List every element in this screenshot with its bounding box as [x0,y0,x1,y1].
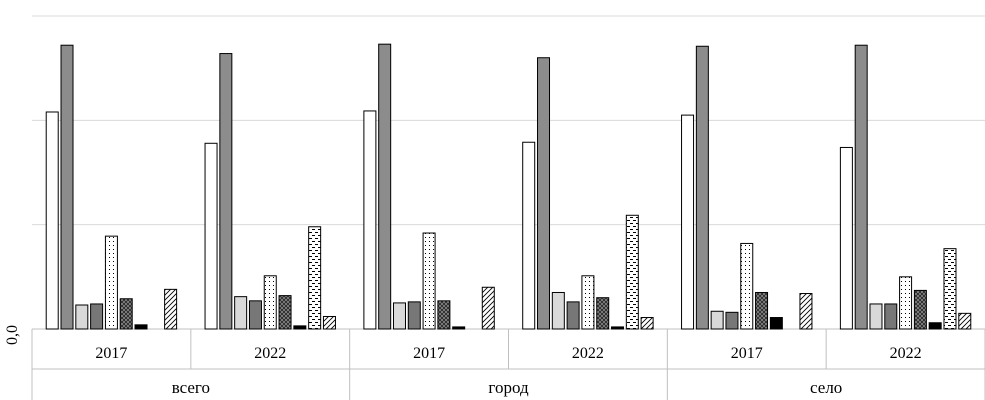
bar [293,325,307,330]
bar [799,293,813,330]
bar [363,110,377,330]
bar [104,235,118,330]
bar [943,248,957,330]
bar [452,326,466,330]
bar [45,111,59,330]
bar [422,232,436,330]
bar [566,301,580,330]
bar [75,304,89,330]
bar [522,141,536,330]
bar [248,300,262,330]
bar [322,315,336,330]
group-label: город [488,378,529,397]
group-label: село [810,378,842,397]
x-tick-label: 2017 [413,345,445,362]
x-tick-label: 2022 [254,345,286,362]
bar [928,322,942,330]
bar [278,295,292,330]
bar [710,310,724,330]
bar [537,57,551,330]
bar [90,303,104,330]
bar [755,291,769,330]
bar [958,312,972,330]
group-label: всего [172,378,210,397]
bar [437,300,451,330]
bar [481,286,495,330]
x-tick-label: 2022 [572,345,604,362]
x-tick-label: 2017 [731,345,763,362]
bar [839,146,853,330]
bar [551,291,565,330]
bar [581,275,595,330]
bar [625,214,639,330]
bar [884,303,898,330]
bar [740,242,754,330]
y-tick-label: 0,0 [4,325,21,345]
axis-labels: 0,0 2017 2022 всего 2017 2022 город 2017 2022 сел… [4,325,922,397]
bar [392,302,406,330]
axes [31,328,985,400]
grid-lines [32,15,985,226]
bar [596,297,610,330]
bar [164,288,178,330]
bar [695,45,709,330]
bars [45,43,972,330]
bar [611,326,625,330]
bar [219,53,233,330]
bar [204,142,218,330]
bar [119,298,133,330]
bar [134,324,148,330]
bar [234,296,248,330]
bar [640,317,654,330]
x-tick-label: 2017 [95,345,127,362]
bar [769,317,783,330]
bar [899,276,913,330]
bar [263,275,277,330]
bar [60,44,74,330]
bar [869,303,883,330]
bar [681,114,695,330]
bar [407,301,421,330]
x-tick-label: 2022 [890,345,922,362]
bar [725,311,739,330]
bar [378,43,392,330]
bar [913,289,927,330]
bar [854,44,868,330]
bar [308,226,322,330]
